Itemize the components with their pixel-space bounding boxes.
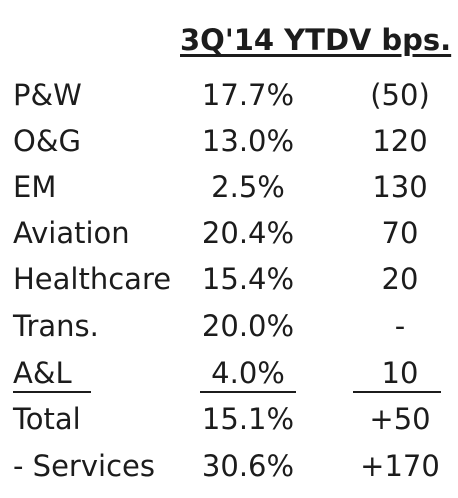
row-label: P&W bbox=[13, 78, 82, 112]
row-label: Trans. bbox=[13, 309, 99, 343]
row-ytd: 2.5% bbox=[211, 170, 285, 204]
row-bps: 70 bbox=[381, 216, 419, 250]
row-ytd: 17.7% bbox=[201, 78, 295, 112]
row-bps: 130 bbox=[372, 170, 428, 204]
total-bps: +50 bbox=[369, 402, 431, 436]
total-divider-bps bbox=[353, 391, 441, 393]
header-ytd: 3Q'14 YTD bbox=[180, 23, 350, 57]
row-ytd: 15.4% bbox=[201, 262, 295, 296]
row-ytd: 13.0% bbox=[201, 124, 295, 158]
row-ytd: 4.0% bbox=[211, 356, 285, 390]
services-label: - Services bbox=[13, 449, 155, 483]
row-bps: 10 bbox=[381, 356, 419, 390]
row-label: EM bbox=[13, 170, 57, 204]
row-bps: 20 bbox=[381, 262, 419, 296]
total-divider-ytd bbox=[200, 391, 296, 393]
total-divider-label bbox=[13, 391, 91, 393]
services-ytd: 30.6% bbox=[201, 449, 295, 483]
total-ytd: 15.1% bbox=[201, 402, 295, 436]
header-bps: V bps. bbox=[348, 23, 452, 57]
row-bps: 120 bbox=[372, 124, 428, 158]
row-label: Healthcare bbox=[13, 262, 172, 296]
row-ytd: 20.4% bbox=[201, 216, 295, 250]
row-label: Aviation bbox=[13, 216, 130, 250]
row-ytd: 20.0% bbox=[201, 309, 295, 343]
row-bps: (50) bbox=[370, 78, 430, 112]
services-bps: +170 bbox=[360, 449, 440, 483]
row-label: O&G bbox=[13, 124, 81, 158]
row-bps: - bbox=[394, 309, 406, 343]
total-label: Total bbox=[13, 402, 81, 436]
row-label: A&L bbox=[13, 356, 72, 390]
